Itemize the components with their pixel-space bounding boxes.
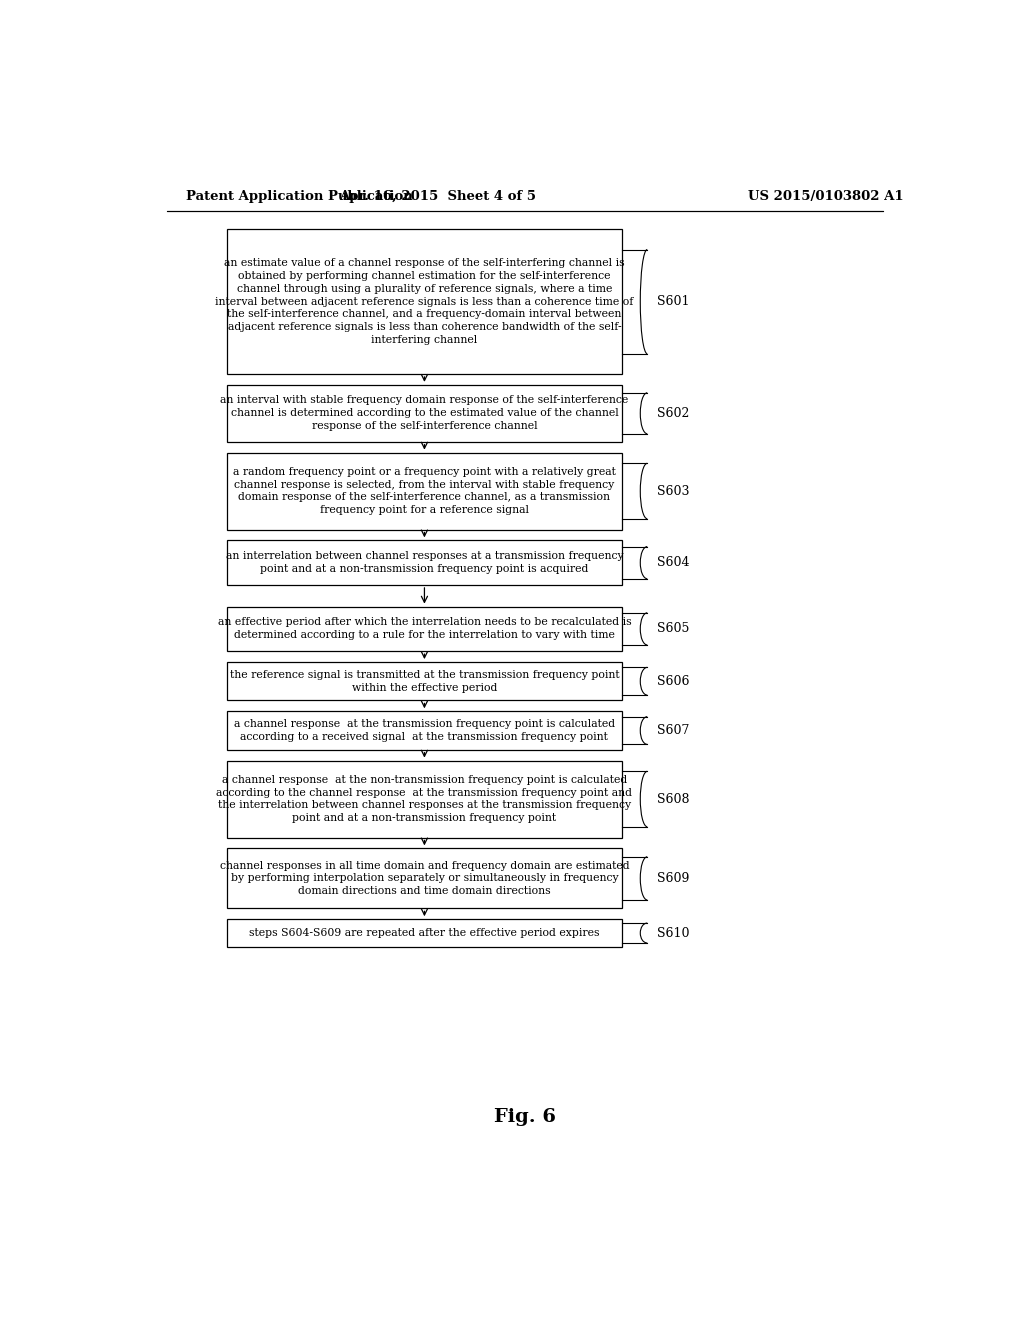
Bar — [227, 540, 622, 585]
Text: an effective period after which the interrelation needs to be recalculated is
de: an effective period after which the inte… — [218, 618, 631, 640]
Bar — [227, 711, 622, 750]
Bar — [227, 849, 622, 908]
Bar — [227, 453, 622, 529]
Text: a channel response  at the transmission frequency point is calculated
according : a channel response at the transmission f… — [233, 719, 615, 742]
Text: S608: S608 — [656, 792, 689, 805]
Text: an estimate value of a channel response of the self-interfering channel is
obtai: an estimate value of a channel response … — [215, 259, 634, 345]
Text: S610: S610 — [656, 927, 689, 940]
Text: S602: S602 — [656, 407, 689, 420]
Text: S609: S609 — [656, 871, 689, 884]
Text: Apr. 16, 2015  Sheet 4 of 5: Apr. 16, 2015 Sheet 4 of 5 — [340, 190, 537, 203]
Text: S607: S607 — [656, 723, 689, 737]
Bar — [227, 230, 622, 374]
Text: S603: S603 — [656, 484, 689, 498]
Text: S606: S606 — [656, 675, 689, 688]
Text: the reference signal is transmitted at the transmission frequency point
within t: the reference signal is transmitted at t… — [229, 669, 620, 693]
Text: steps S604-S609 are repeated after the effective period expires: steps S604-S609 are repeated after the e… — [249, 928, 600, 939]
Text: Fig. 6: Fig. 6 — [494, 1107, 556, 1126]
Text: channel responses in all time domain and frequency domain are estimated
by perfo: channel responses in all time domain and… — [219, 861, 630, 896]
Bar — [227, 607, 622, 651]
Text: S605: S605 — [656, 622, 689, 635]
Text: US 2015/0103802 A1: US 2015/0103802 A1 — [748, 190, 903, 203]
Text: S604: S604 — [656, 556, 689, 569]
Text: an interval with stable frequency domain response of the self-interference
chann: an interval with stable frequency domain… — [220, 396, 629, 432]
Bar — [227, 919, 622, 946]
Bar — [227, 760, 622, 838]
Text: S601: S601 — [656, 296, 689, 308]
Text: an interrelation between channel responses at a transmission frequency
point and: an interrelation between channel respons… — [225, 552, 624, 574]
Text: Patent Application Publication: Patent Application Publication — [186, 190, 413, 203]
Bar — [227, 663, 622, 701]
Text: a channel response  at the non-transmission frequency point is calculated
accord: a channel response at the non-transmissi… — [216, 775, 633, 824]
Text: a random frequency point or a frequency point with a relatively great
channel re: a random frequency point or a frequency … — [233, 467, 615, 515]
Bar — [227, 385, 622, 442]
